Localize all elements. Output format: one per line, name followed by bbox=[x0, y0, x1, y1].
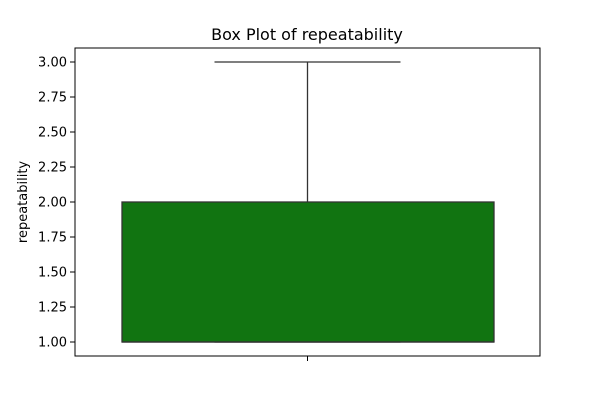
y-tick-label: 2.75 bbox=[38, 91, 67, 106]
y-axis: 1.00 1.25 1.50 1.75 2.00 2.25 2.50 2.75 3.00 bbox=[38, 56, 75, 351]
y-tick-label: 2.50 bbox=[38, 126, 67, 141]
y-tick-label: 2.00 bbox=[38, 196, 67, 211]
y-tick-label: 1.25 bbox=[38, 301, 67, 316]
plot-area: 1.00 1.25 1.50 1.75 2.00 2.25 2.50 2.75 3.00 bbox=[38, 47, 541, 361]
y-tick-label: 2.25 bbox=[38, 161, 67, 176]
y-tick-label: 1.00 bbox=[38, 336, 67, 351]
y-axis-label: repeatability bbox=[16, 161, 31, 244]
y-tick-label: 3.00 bbox=[38, 56, 67, 71]
y-tick-label: 1.50 bbox=[38, 266, 67, 281]
chart-title: Box Plot of repeatability bbox=[211, 25, 403, 44]
box-element bbox=[121, 61, 495, 343]
interquartile-box bbox=[121, 201, 495, 343]
y-tick-label: 1.75 bbox=[38, 231, 67, 246]
